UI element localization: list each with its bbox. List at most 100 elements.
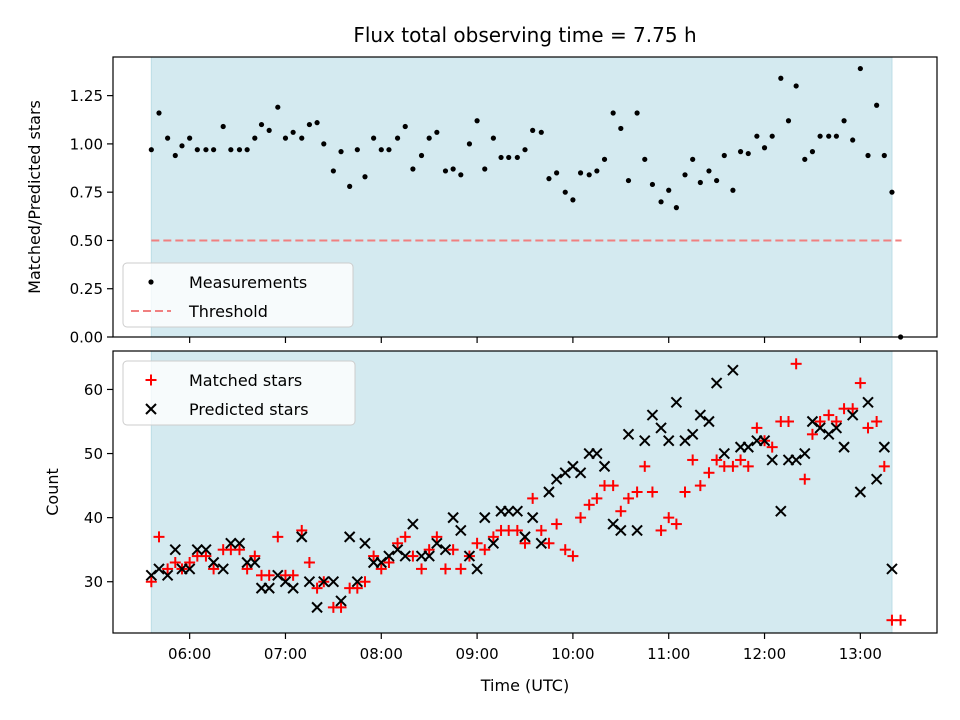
data-point <box>392 537 404 549</box>
data-point <box>161 569 174 582</box>
data-point <box>583 499 595 511</box>
data-point <box>646 486 658 498</box>
data-point <box>179 143 185 149</box>
data-point <box>830 416 842 427</box>
data-point <box>498 154 504 161</box>
series-predicted-stars <box>145 364 898 614</box>
data-point <box>817 133 823 139</box>
y-tick-label: 50 <box>84 445 103 463</box>
data-point <box>850 137 856 143</box>
data-point <box>639 435 651 447</box>
data-point <box>886 563 898 575</box>
data-point <box>802 156 808 162</box>
x-tick-label: 10:00 <box>551 645 594 663</box>
data-point <box>211 147 217 153</box>
data-point <box>439 543 452 556</box>
data-point <box>145 576 157 588</box>
data-point <box>368 550 380 562</box>
data-point <box>386 147 392 153</box>
data-point <box>694 409 707 421</box>
x-tick-label: 13:00 <box>839 645 882 663</box>
data-point <box>586 172 592 178</box>
data-point <box>335 595 347 607</box>
data-point <box>399 550 411 562</box>
data-point <box>546 176 552 182</box>
data-point <box>330 168 336 174</box>
data-point <box>399 531 411 543</box>
data-point <box>447 511 459 524</box>
data-point <box>347 183 353 189</box>
data-point <box>655 524 667 536</box>
data-point <box>577 170 584 176</box>
data-point <box>217 563 229 575</box>
legend-marker <box>148 279 154 285</box>
data-point <box>203 147 209 153</box>
data-point <box>871 416 883 427</box>
data-point <box>742 441 754 453</box>
data-point <box>450 166 456 172</box>
ratio-plot-panel: 0.00 0.25 0.50 0.75 1.00 1.25 Measurements Thre… <box>70 56 938 347</box>
legend-label: Threshold <box>188 302 268 321</box>
data-point <box>503 505 515 517</box>
data-point <box>567 550 579 562</box>
data-point <box>575 512 587 524</box>
data-point <box>458 172 464 178</box>
data-point <box>538 129 544 135</box>
data-point <box>275 104 281 110</box>
data-point <box>225 537 237 549</box>
data-point <box>487 537 500 549</box>
data-point <box>455 524 467 537</box>
data-point <box>730 187 736 193</box>
data-point <box>410 166 416 172</box>
data-point <box>522 147 528 153</box>
data-point <box>338 149 344 155</box>
data-point <box>706 168 712 174</box>
data-point <box>682 172 688 178</box>
legend-label: Matched stars <box>189 371 302 390</box>
data-point <box>655 422 667 434</box>
data-point <box>394 135 401 141</box>
data-point <box>479 544 491 556</box>
data-point <box>690 156 696 162</box>
legend-box <box>122 360 356 426</box>
data-point <box>687 454 699 466</box>
data-point <box>554 170 560 176</box>
data-point <box>574 467 587 479</box>
y-tick-label: 60 <box>84 381 103 399</box>
data-point <box>775 505 787 517</box>
data-point <box>854 486 867 498</box>
data-point <box>878 460 890 472</box>
data-point <box>881 152 887 159</box>
data-point <box>241 563 253 575</box>
data-point <box>601 156 608 162</box>
data-point <box>233 544 245 556</box>
data-point <box>249 550 261 562</box>
axes-frame <box>112 56 938 338</box>
data-point <box>673 205 679 211</box>
data-point <box>814 416 826 427</box>
data-point <box>351 576 364 588</box>
data-point <box>615 505 627 517</box>
data-point <box>266 127 272 133</box>
data-point <box>543 486 555 498</box>
data-point <box>778 75 784 81</box>
data-point <box>191 543 204 556</box>
y-tick-label: 1.00 <box>70 135 103 153</box>
data-point <box>865 152 871 159</box>
data-point <box>785 118 792 124</box>
data-point <box>543 537 555 549</box>
x-tick-label: 11:00 <box>647 645 690 663</box>
data-point <box>790 358 802 370</box>
data-point <box>889 189 895 195</box>
data-point <box>646 409 659 421</box>
data-point <box>591 492 603 504</box>
data-point <box>506 154 512 161</box>
data-point <box>354 147 360 153</box>
data-point <box>799 447 811 460</box>
data-point <box>535 524 547 536</box>
data-point <box>594 168 600 174</box>
data-point <box>200 550 212 562</box>
data-point <box>290 129 296 135</box>
data-point <box>303 557 315 568</box>
